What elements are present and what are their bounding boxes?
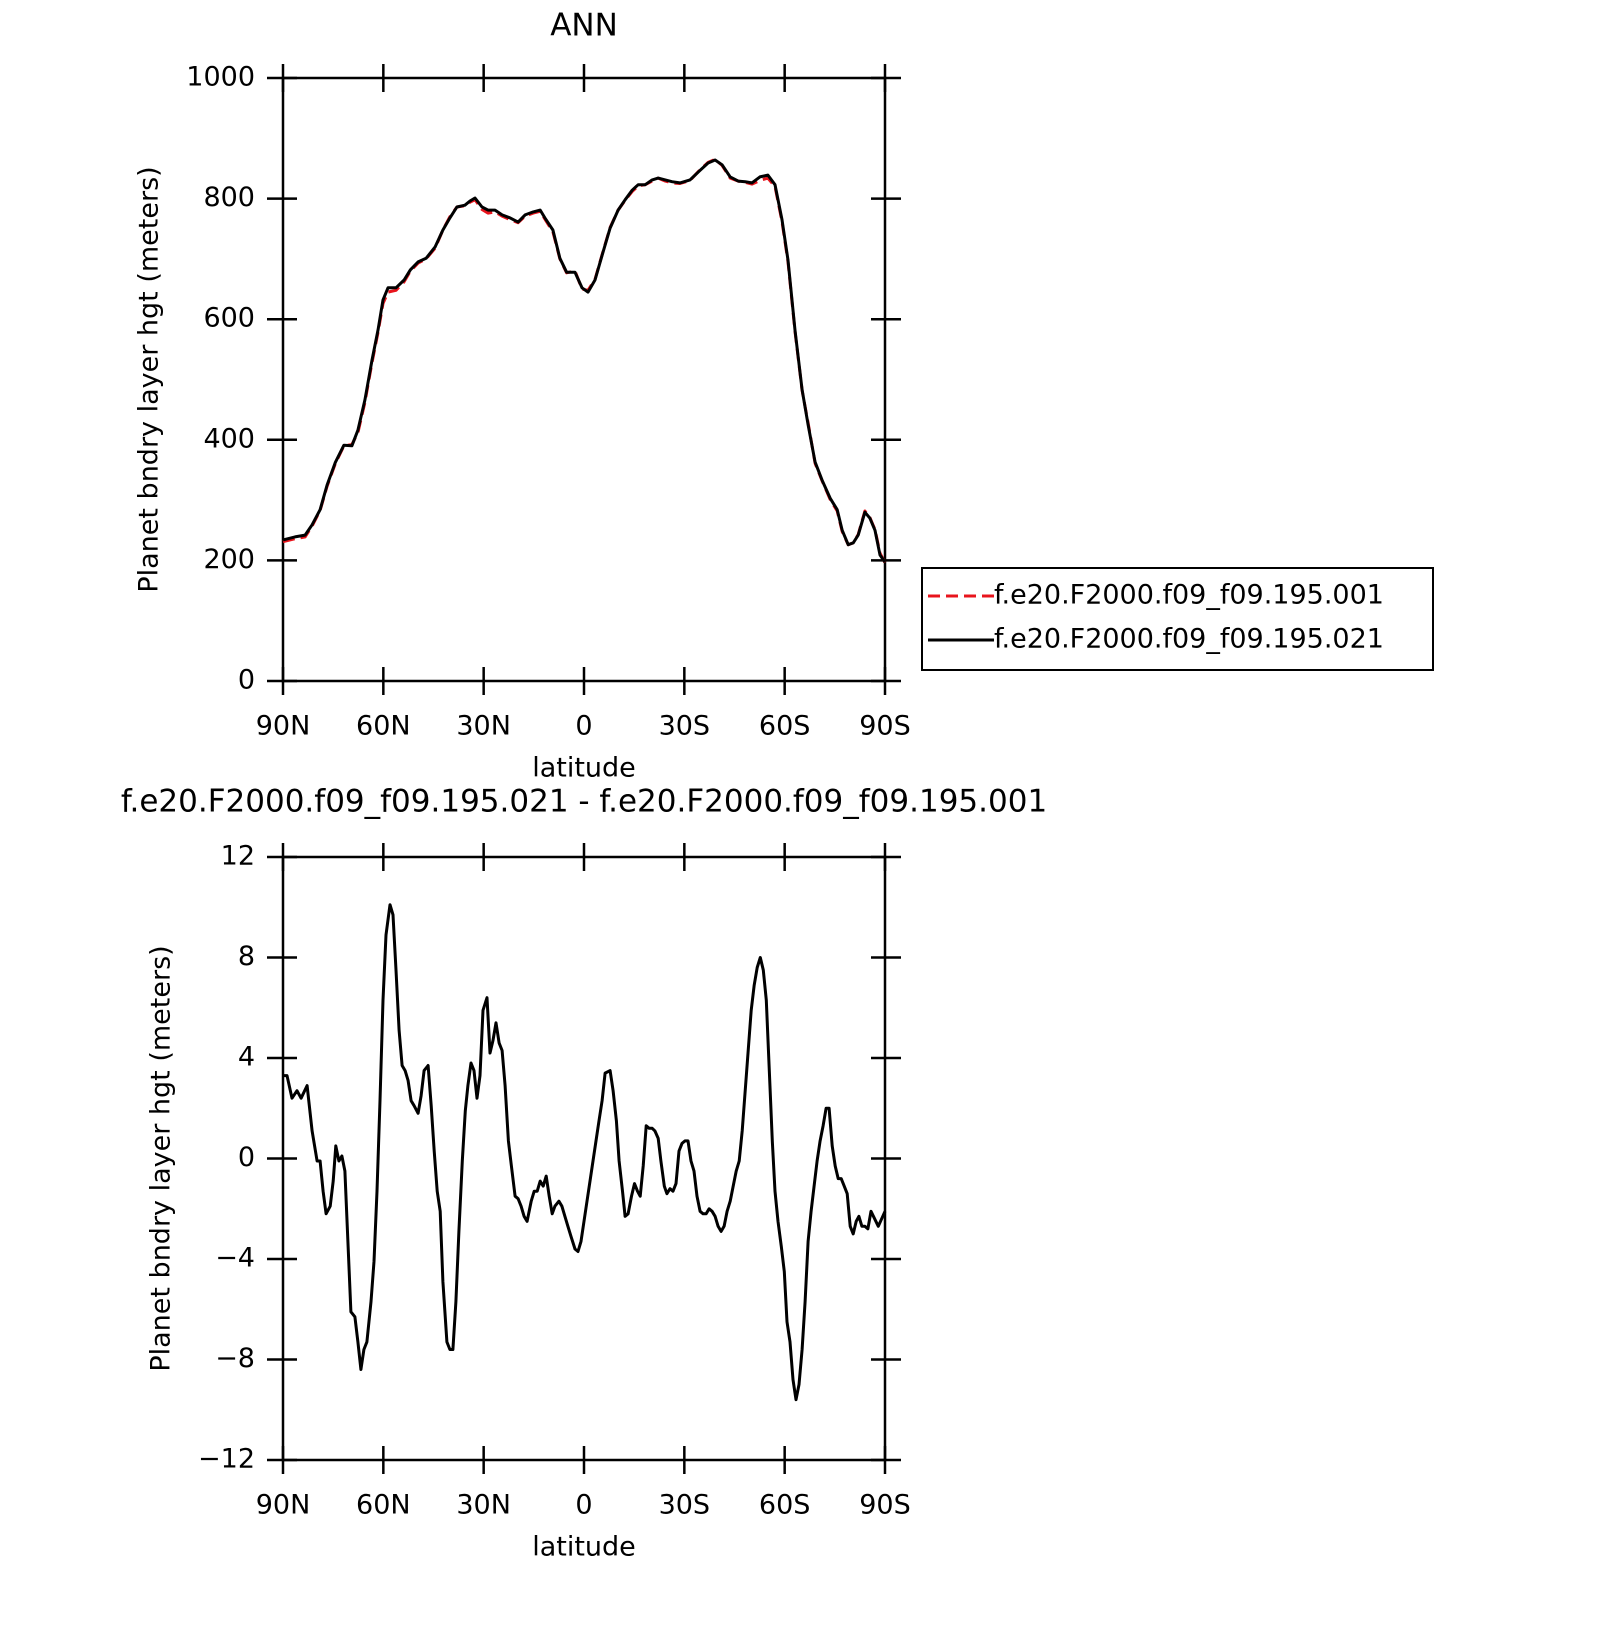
x-tick-label: 60S [759,1490,811,1521]
x-tick-label: 30S [659,711,711,742]
x-tick-label: 60N [356,1490,411,1521]
y-tick-label: −8 [215,1343,255,1374]
x-tick-label: 90N [256,1490,311,1521]
legend-label: f.e20.F2000.f09_f09.195.021 [994,624,1384,655]
x-axis-label: latitude [532,753,636,784]
data-line [282,158,887,564]
legend: f.e20.F2000.f09_f09.195.001 f.e20.F2000.f… [921,567,1434,671]
plot-frame [281,855,887,1462]
x-tick-label: 30S [659,1490,711,1521]
y-tick-label: 400 [203,423,255,454]
y-tick-label: 12 [221,841,255,872]
y-tick-label: 600 [203,303,255,334]
x-tick-label: 60N [356,711,411,742]
y-tick-label: 200 [203,544,255,575]
legend-label: f.e20.F2000.f09_f09.195.001 [994,580,1384,611]
y-tick-label: 8 [238,941,255,972]
x-tick-label: 30N [456,711,511,742]
x-tick-label: 30N [456,1490,511,1521]
x-tick-label: 90N [256,711,311,742]
data-line [283,903,887,1402]
x-tick-label: 60S [759,711,811,742]
y-tick-label: 800 [203,182,255,213]
y-tick-label: 4 [238,1042,255,1073]
x-tick-label: 90S [859,711,911,742]
y-tick-label: 0 [238,665,255,696]
x-tick-label: 0 [575,1490,592,1521]
x-tick-label: 90S [859,1490,911,1521]
legend-box [921,567,1434,671]
y-tick-label: 1000 [186,62,255,93]
chart-title: ANN [550,8,618,44]
y-axis-label: Planet bndry layer hgt (meters) [134,166,165,592]
data-line [282,157,887,564]
y-axis-label: Planet bndry layer hgt (meters) [146,945,177,1371]
x-axis-label: latitude [532,1532,636,1563]
plot-frame [281,76,887,683]
x-tick-label: 0 [575,711,592,742]
y-tick-label: −12 [198,1444,255,1475]
chart-title: f.e20.F2000.f09_f09.195.021 - f.e20.F200… [121,784,1047,820]
y-tick-label: 0 [238,1142,255,1173]
y-tick-label: −4 [215,1243,255,1274]
